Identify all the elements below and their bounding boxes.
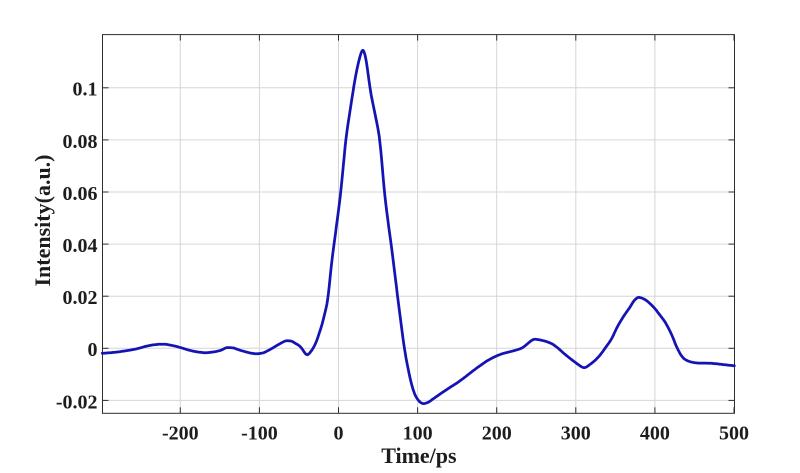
svg-text:0.1: 0.1 [73,79,98,101]
svg-text:300: 300 [561,422,591,444]
svg-text:400: 400 [640,422,670,444]
svg-text:0.06: 0.06 [63,183,98,205]
svg-text:-200: -200 [162,422,199,444]
svg-text:0: 0 [334,422,344,444]
svg-text:-0.02: -0.02 [56,391,98,413]
svg-text:100: 100 [403,422,433,444]
svg-text:500: 500 [719,422,749,444]
svg-text:-100: -100 [241,422,278,444]
svg-text:0.08: 0.08 [63,131,98,153]
svg-text:0: 0 [88,339,98,361]
svg-text:Intensity(a.u.): Intensity(a.u.) [30,154,55,286]
svg-text:200: 200 [482,422,512,444]
svg-text:0.04: 0.04 [63,235,98,257]
svg-text:Time/ps: Time/ps [381,443,457,468]
svg-text:0.02: 0.02 [63,287,98,309]
